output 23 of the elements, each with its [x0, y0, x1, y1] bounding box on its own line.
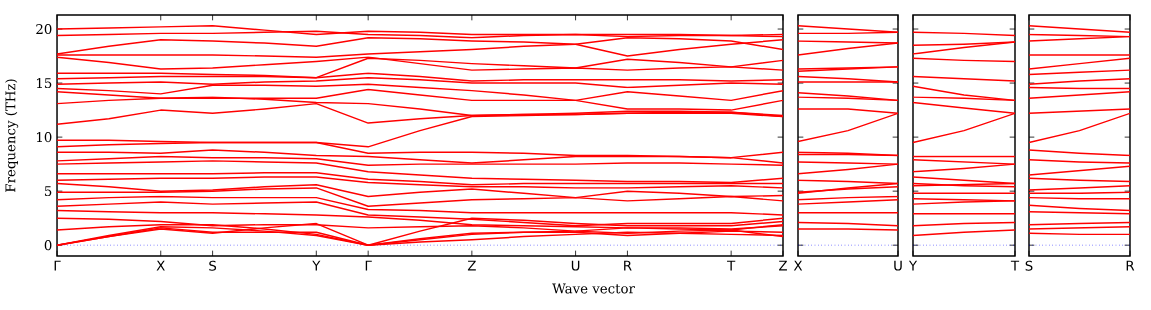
- y-tick-label: 0: [44, 240, 52, 251]
- x-axis-title: Wave vector: [552, 283, 635, 294]
- x-tick-label: U: [894, 260, 902, 271]
- x-tick-label: Z: [779, 260, 787, 271]
- x-tick-label: R: [624, 260, 632, 271]
- x-tick-label: Γ: [54, 260, 61, 271]
- x-tick-label: X: [156, 260, 165, 271]
- y-tick-label: 20: [36, 23, 52, 35]
- x-tick-label: Γ: [365, 260, 372, 271]
- x-tick-label: T: [1010, 260, 1020, 271]
- x-tick-label: Y: [312, 260, 321, 271]
- y-axis-title: Frequency (THz): [5, 79, 19, 192]
- x-tick-label: R: [1126, 260, 1135, 271]
- x-tick-label: X: [793, 260, 803, 271]
- x-tick-label: U: [571, 260, 580, 271]
- y-tick-label: 15: [36, 78, 52, 89]
- x-tick-label: S: [1025, 260, 1033, 271]
- y-tick-label: 5: [44, 186, 52, 197]
- x-tick-label: T: [727, 260, 736, 271]
- x-tick-label: Z: [467, 260, 476, 271]
- y-tick-label: 10: [36, 132, 52, 143]
- x-tick-label: S: [209, 260, 217, 271]
- x-tick-label: Y: [908, 260, 918, 271]
